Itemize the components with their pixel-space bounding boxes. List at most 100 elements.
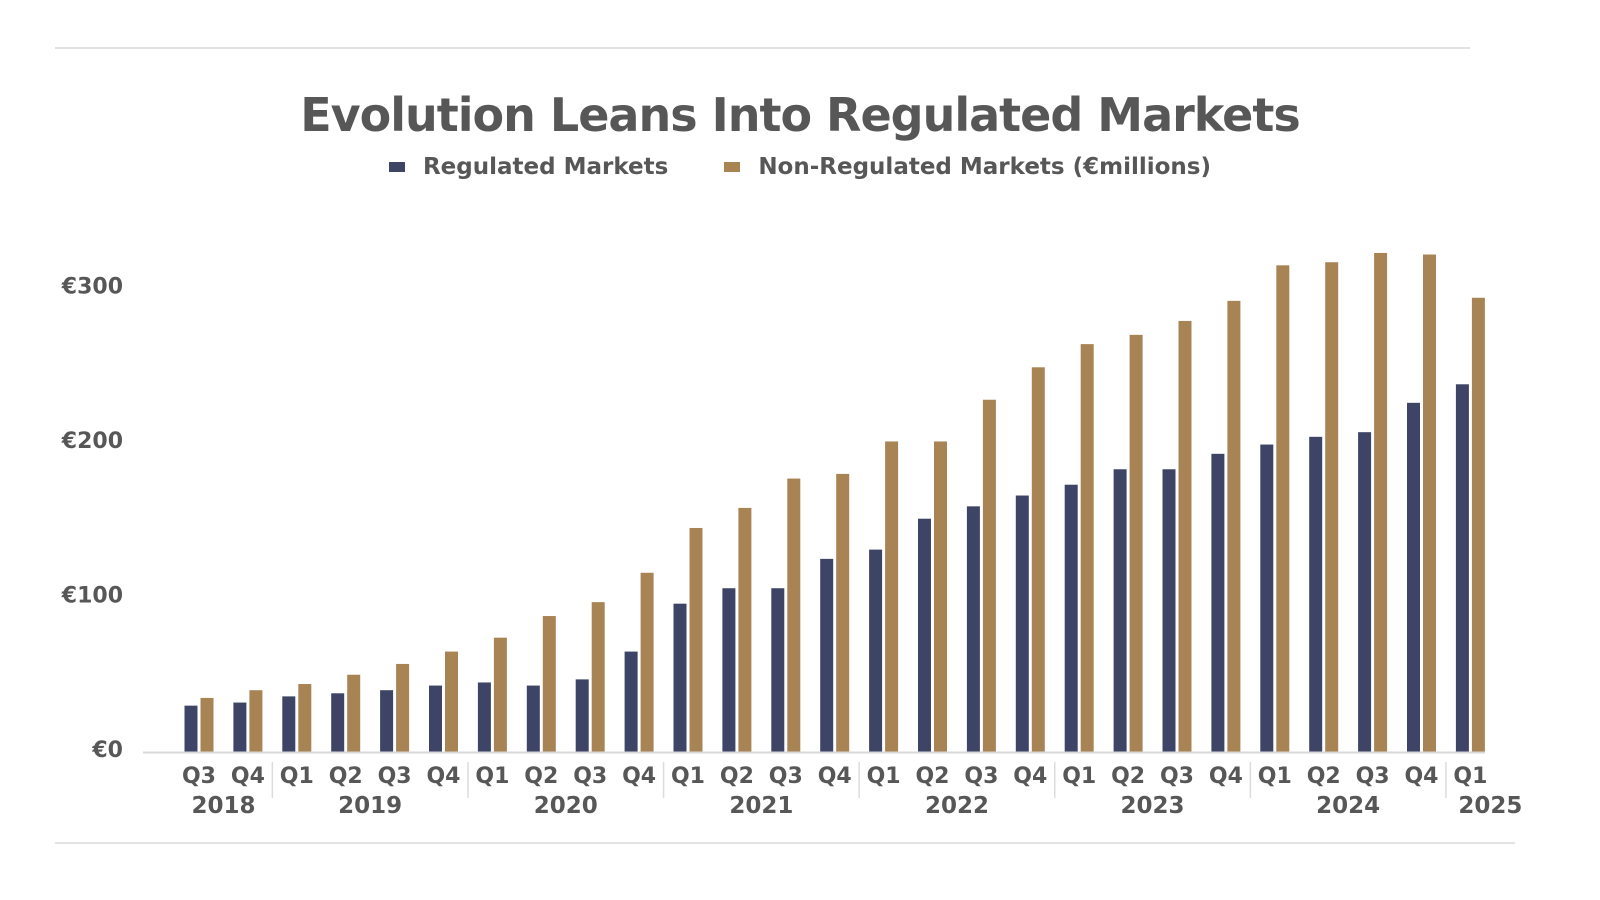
x-tick-label-year: 2020 bbox=[534, 793, 598, 819]
legend-item-non-regulated: Non-Regulated Markets (€millions) bbox=[724, 154, 1211, 180]
legend: Regulated Markets Non-Regulated Markets … bbox=[0, 154, 1600, 180]
x-tick-label-quarter: Q1 bbox=[1062, 764, 1096, 789]
chart-title: Evolution Leans Into Regulated Markets bbox=[300, 88, 1300, 142]
bar-non-regulated bbox=[885, 441, 899, 752]
bar-non-regulated bbox=[934, 441, 947, 752]
x-tick-label-quarter: Q3 bbox=[378, 764, 412, 789]
x-tick-label-quarter: Q2 bbox=[720, 764, 754, 789]
bar-regulated bbox=[331, 693, 345, 752]
x-tick-label-year: 2018 bbox=[191, 793, 255, 819]
bar-non-regulated bbox=[1276, 265, 1290, 752]
bar-regulated bbox=[1455, 384, 1469, 752]
x-tick-label-quarter: Q3 bbox=[964, 764, 998, 789]
x-tick-label-quarter: Q4 bbox=[818, 764, 852, 789]
x-tick-label-quarter: Q4 bbox=[1404, 764, 1438, 789]
bar-non-regulated bbox=[445, 651, 458, 752]
bar-regulated bbox=[1113, 469, 1127, 752]
x-tick-label-year: 2022 bbox=[925, 793, 989, 819]
legend-swatch-regulated bbox=[388, 162, 405, 172]
x-tick-label-quarter: Q1 bbox=[1453, 764, 1487, 789]
x-tick-label-quarter: Q2 bbox=[524, 764, 558, 789]
x-tick-label-year: 2021 bbox=[729, 793, 793, 819]
bar-non-regulated bbox=[396, 663, 410, 752]
bar-regulated bbox=[233, 702, 247, 752]
bar-regulated bbox=[820, 558, 834, 752]
bar-regulated bbox=[575, 679, 589, 752]
y-axis: €0 €100 €200 €300 bbox=[61, 275, 123, 764]
bar-non-regulated bbox=[1129, 334, 1143, 752]
legend-item-regulated: Regulated Markets bbox=[388, 154, 669, 180]
bar-regulated bbox=[966, 506, 980, 752]
x-tick-label-quarter: Q1 bbox=[280, 764, 314, 789]
x-tick-label-quarter: Q3 bbox=[182, 764, 216, 789]
bar-non-regulated bbox=[200, 697, 214, 752]
bar-regulated bbox=[477, 682, 491, 752]
bar-regulated bbox=[526, 685, 540, 752]
x-tick-label-year: 2024 bbox=[1316, 793, 1380, 819]
bar-non-regulated bbox=[787, 478, 801, 752]
bar-regulated bbox=[1162, 469, 1176, 752]
x-tick-label-quarter: Q1 bbox=[867, 764, 901, 789]
bar-regulated bbox=[918, 518, 931, 752]
bar-non-regulated bbox=[347, 674, 361, 752]
x-tick-label-quarter: Q3 bbox=[573, 764, 607, 789]
bar-regulated bbox=[1358, 432, 1372, 752]
x-tick-label-quarter: Q3 bbox=[1356, 764, 1390, 789]
x-axis: Q3 Q4 Q1 Q2 Q3 Q4 Q1 Q2 Q3 Q4 Q1 Q2 Q3 Q4 Q1 Q2 Q3 Q4 Q1 Q2… bbox=[143, 751, 1522, 819]
bar-regulated bbox=[282, 696, 296, 752]
x-tick-label-quarter: Q2 bbox=[1111, 764, 1145, 789]
bar-regulated bbox=[722, 588, 736, 752]
y-tick-label: €100 bbox=[61, 584, 123, 609]
bar-regulated bbox=[1015, 495, 1029, 752]
bar-non-regulated bbox=[738, 507, 752, 752]
y-tick-label: €300 bbox=[61, 275, 123, 300]
bar-non-regulated bbox=[836, 473, 850, 752]
bar-non-regulated bbox=[1080, 344, 1094, 752]
bar-regulated bbox=[1309, 436, 1323, 752]
x-tick-label-quarter: Q4 bbox=[1209, 764, 1243, 789]
x-tick-label-quarter: Q1 bbox=[671, 764, 705, 789]
bar-non-regulated bbox=[542, 616, 556, 752]
x-tick-label-quarter: Q4 bbox=[231, 764, 265, 789]
legend-swatch-non-regulated bbox=[724, 162, 741, 172]
bar-regulated bbox=[869, 549, 883, 752]
bar-regulated bbox=[380, 690, 394, 752]
legend-label-regulated: Regulated Markets bbox=[422, 154, 669, 180]
y-tick-label: €200 bbox=[61, 429, 123, 454]
x-tick-label-year: 2019 bbox=[338, 793, 402, 819]
bar-non-regulated bbox=[689, 527, 703, 752]
x-tick-label-quarter: Q2 bbox=[329, 764, 363, 789]
bar-non-regulated bbox=[591, 602, 605, 752]
top-divider bbox=[55, 47, 1470, 49]
x-tick-label-year: 2023 bbox=[1121, 793, 1185, 819]
x-tick-label-quarter: Q3 bbox=[1160, 764, 1194, 789]
x-tick-label-quarter: Q4 bbox=[622, 764, 656, 789]
x-tick-label-quarter: Q4 bbox=[426, 764, 460, 789]
x-tick-label-quarter: Q2 bbox=[915, 764, 949, 789]
bar-non-regulated bbox=[1423, 254, 1436, 752]
y-tick-label: €0 bbox=[91, 738, 123, 763]
bar-regulated bbox=[624, 651, 638, 752]
bar-regulated bbox=[1407, 402, 1420, 752]
x-tick-label-quarter: Q3 bbox=[769, 764, 803, 789]
bar-non-regulated bbox=[493, 637, 507, 752]
bar-non-regulated bbox=[1178, 320, 1192, 752]
x-tick-label-quarter: Q1 bbox=[475, 764, 509, 789]
bar-regulated bbox=[1260, 444, 1274, 752]
x-tick-label-year: 2025 bbox=[1458, 793, 1522, 819]
bottom-divider bbox=[55, 842, 1515, 844]
legend-label-non-regulated: Non-Regulated Markets (€millions) bbox=[758, 154, 1212, 180]
bar-regulated bbox=[771, 588, 785, 752]
bar-non-regulated bbox=[1325, 262, 1339, 752]
x-tick-label-quarter: Q2 bbox=[1307, 764, 1341, 789]
bar-regulated bbox=[1211, 453, 1225, 752]
bar-regulated bbox=[1064, 484, 1078, 752]
bar-non-regulated bbox=[982, 399, 996, 752]
bars bbox=[184, 252, 1485, 752]
bar-regulated bbox=[429, 685, 442, 752]
x-tick-label-quarter: Q1 bbox=[1258, 764, 1292, 789]
bar-non-regulated bbox=[640, 572, 654, 752]
bar-non-regulated bbox=[1374, 252, 1388, 752]
bar-non-regulated bbox=[298, 684, 312, 752]
